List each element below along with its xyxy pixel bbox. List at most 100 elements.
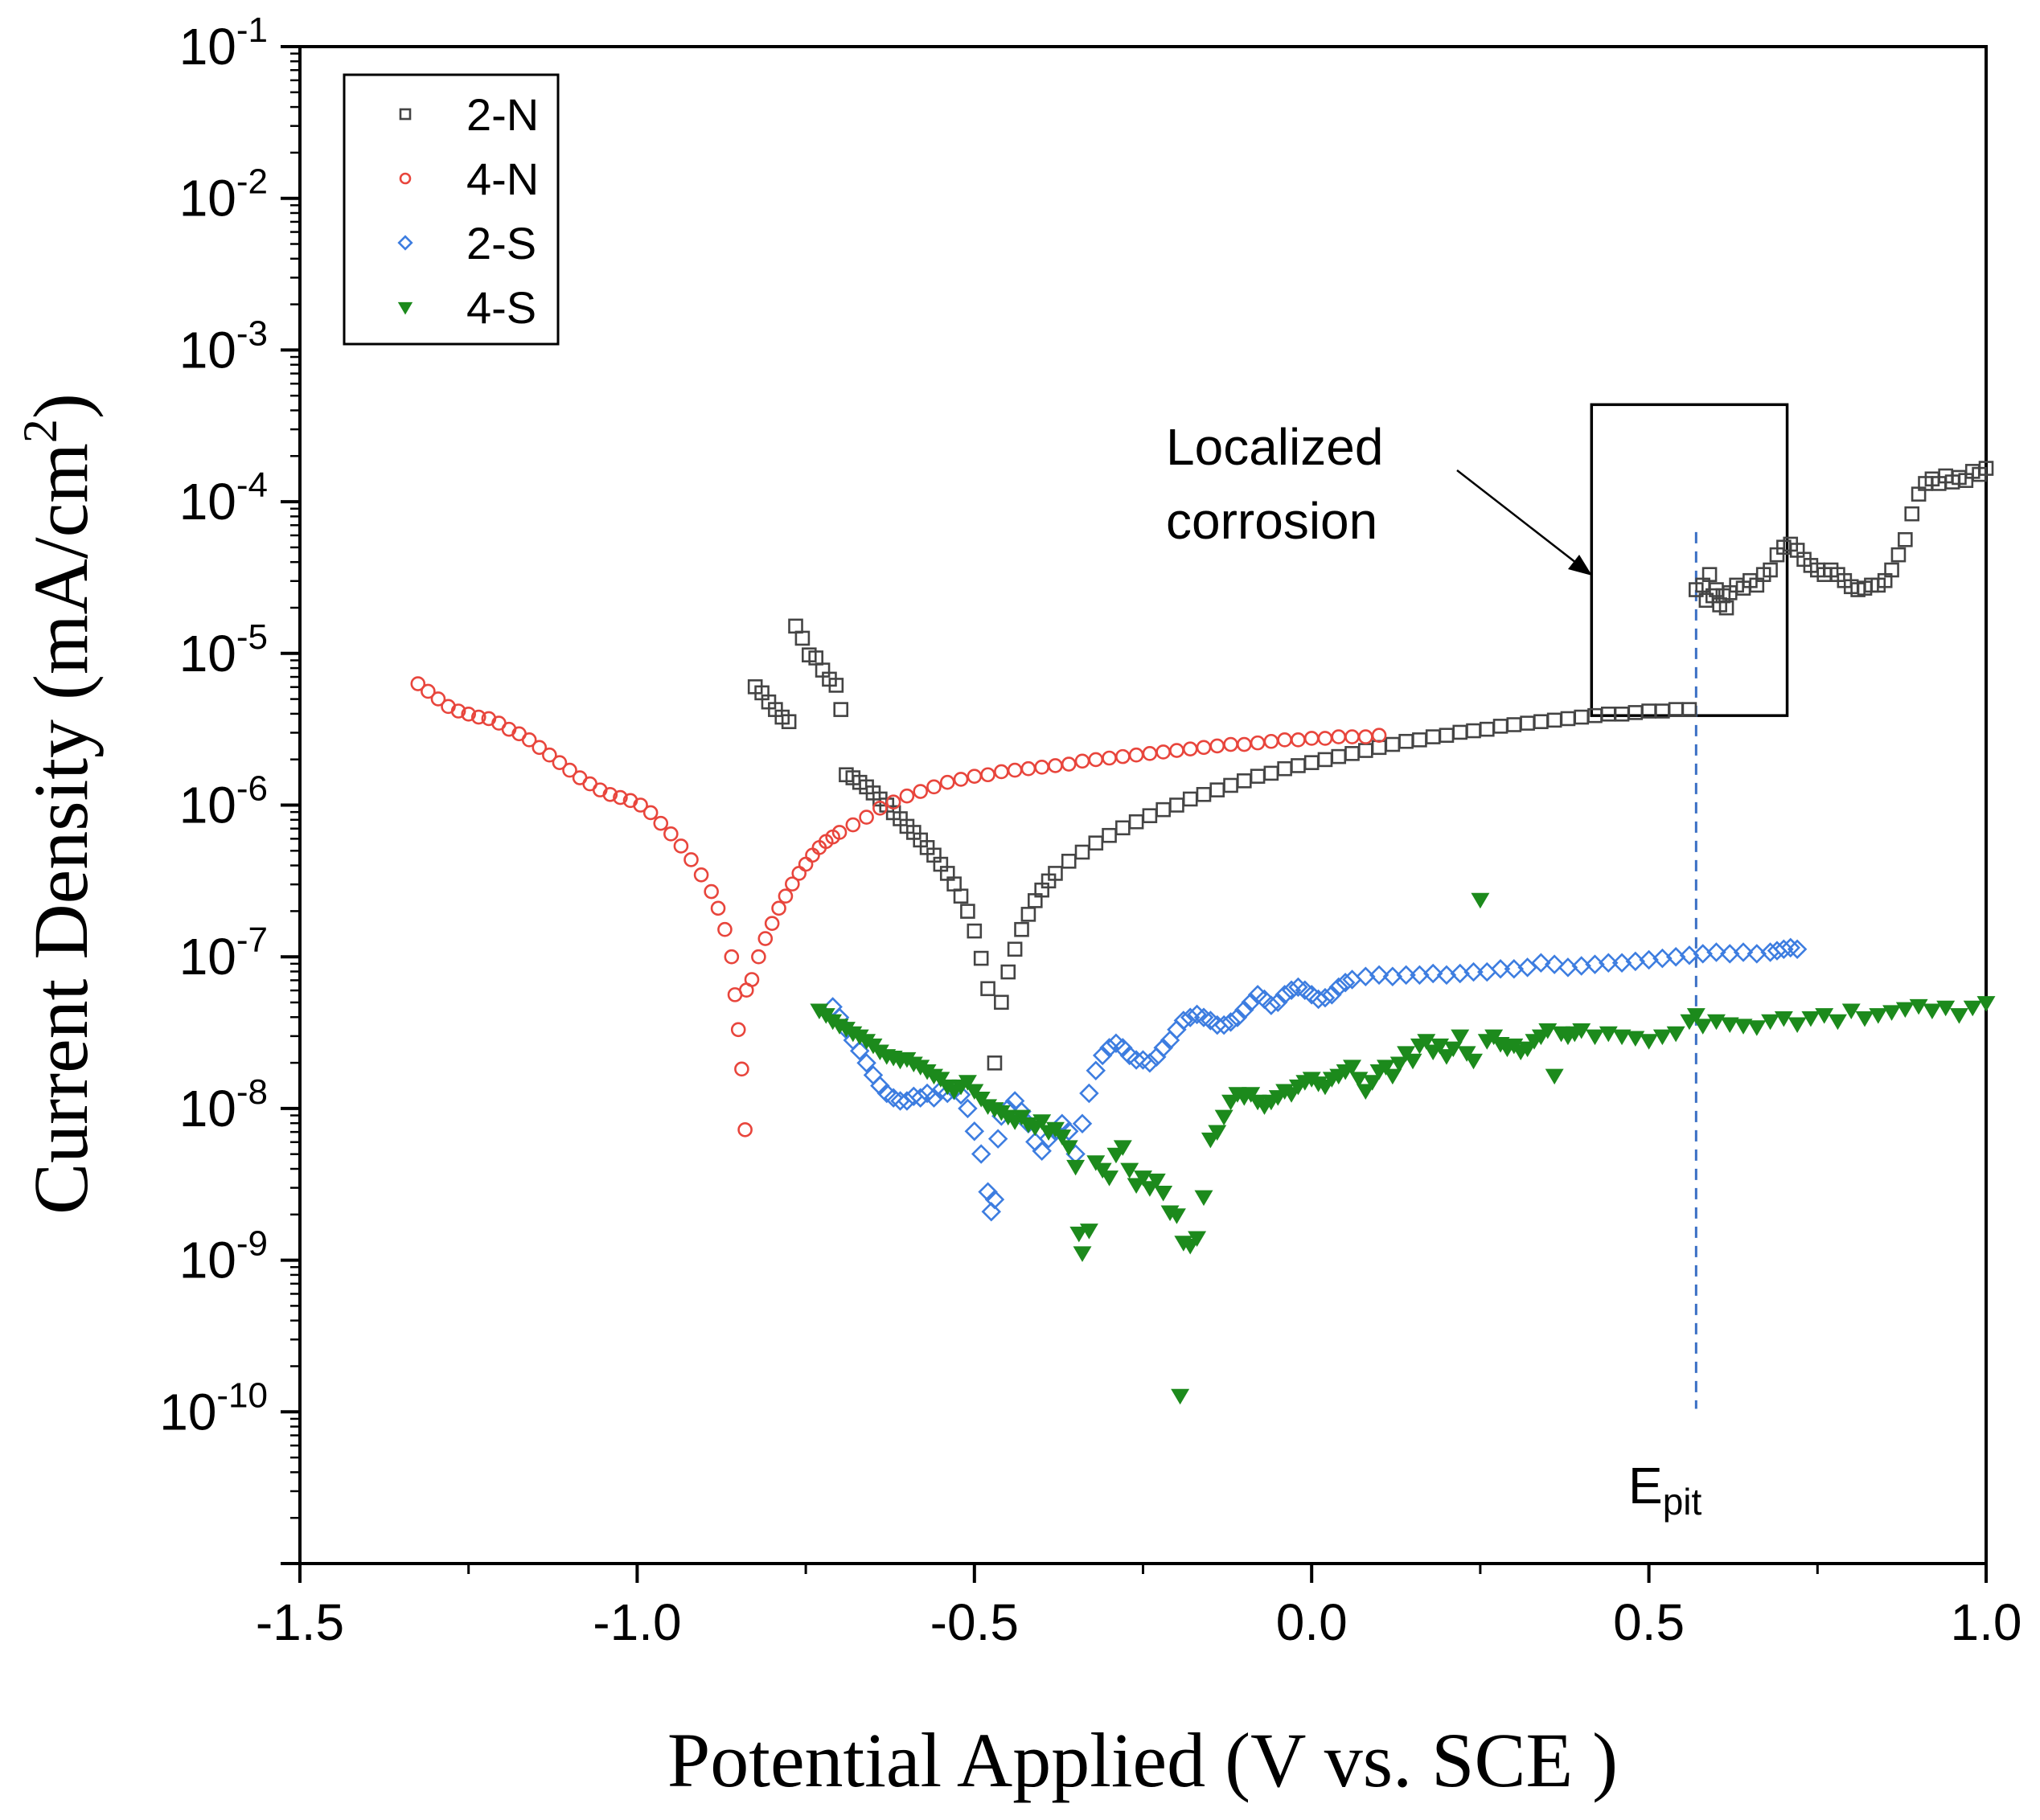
data-point-4-S — [1053, 1129, 1072, 1146]
data-point-4-N — [542, 747, 557, 763]
data-point-4-N — [602, 786, 618, 802]
epit-label-sub: pit — [1663, 1481, 1702, 1523]
data-point-2-N — [1014, 921, 1029, 937]
x-tick-label: 1.0 — [1951, 1593, 2022, 1651]
data-point-2-S — [1599, 953, 1619, 973]
data-point-2-S — [1531, 953, 1551, 973]
legend-label-2-N: 2-N — [466, 89, 539, 140]
data-point-4-S — [1079, 1224, 1098, 1240]
data-point-4-N — [737, 1122, 753, 1138]
data-point-2-N — [973, 950, 989, 966]
localized-arrow-head — [1568, 555, 1592, 576]
data-point-4-S — [1180, 1238, 1200, 1255]
data-point-2-S — [1335, 973, 1356, 993]
data-point-4-S — [1437, 1049, 1456, 1065]
data-point-4-N — [461, 706, 477, 722]
data-point-2-N — [1763, 562, 1778, 578]
data-point-2-N — [994, 994, 1009, 1010]
data-point-4-S — [971, 1091, 991, 1108]
data-point-4-S — [1640, 1034, 1659, 1050]
data-point-2-S — [958, 1098, 978, 1119]
data-point-4-S — [1841, 1003, 1861, 1020]
data-point-4-S — [1909, 998, 1928, 1015]
data-point-4-S — [1963, 1000, 1982, 1017]
data-point-4-N — [831, 825, 848, 840]
data-point-4-S — [1188, 1231, 1207, 1248]
data-point-4-S — [1100, 1170, 1119, 1187]
data-point-4-N — [734, 1061, 749, 1077]
data-point-4-S — [1747, 1020, 1767, 1036]
data-point-2-S — [1422, 963, 1443, 984]
y-tick-base: 10 — [179, 473, 236, 531]
data-point-4-N — [778, 888, 794, 904]
data-point-4-S — [1066, 1159, 1086, 1176]
y-tick-label: 10-9 — [179, 1224, 268, 1289]
data-point-2-N — [1007, 941, 1023, 957]
data-point-2-N — [1884, 562, 1899, 578]
data-point-4-N — [764, 916, 780, 931]
y-tick-base: 10 — [179, 321, 236, 379]
legend-marker-4-N — [399, 172, 412, 185]
data-point-2-S — [1787, 939, 1808, 960]
data-point-2-N — [1102, 827, 1117, 843]
data-point-4-N — [1061, 756, 1077, 772]
x-tick-label: 0.0 — [1276, 1593, 1348, 1651]
data-point-2-N — [1088, 835, 1104, 851]
data-point-4-S — [1221, 1094, 1241, 1111]
data-point-4-S — [1106, 1147, 1126, 1164]
data-point-4-S — [1761, 1014, 1780, 1031]
data-point-4-N — [859, 810, 874, 825]
data-point-4-S — [1720, 1017, 1739, 1033]
data-point-2-N — [1074, 844, 1090, 860]
y-tick-base: 10 — [179, 170, 236, 228]
data-point-4-S — [1451, 1029, 1470, 1046]
data-point-4-S — [1201, 1132, 1220, 1149]
data-point-4-N — [926, 779, 942, 795]
data-point-2-S — [1139, 1053, 1160, 1073]
data-point-2-S — [1153, 1038, 1173, 1058]
data-point-4-N — [562, 762, 577, 778]
data-point-4-S — [1134, 1170, 1152, 1187]
data-point-4-S — [1086, 1155, 1106, 1171]
series-2-N — [747, 461, 1994, 1071]
data-point-2-S — [1234, 1000, 1254, 1020]
y-tick-base: 10 — [179, 777, 236, 834]
y-tick-exponent: -1 — [236, 10, 268, 50]
data-point-4-N — [730, 1022, 746, 1038]
data-point-4-S — [1471, 892, 1490, 909]
y-tick-label: 10-7 — [179, 920, 268, 986]
data-point-2-S — [1173, 1010, 1194, 1031]
data-point-4-S — [931, 1072, 950, 1088]
series-2-S — [823, 937, 1808, 1222]
data-point-4-S — [1572, 1023, 1591, 1039]
x-tick-label: -1.0 — [593, 1593, 681, 1651]
data-point-2-S — [1058, 1121, 1079, 1142]
data-point-4-N — [845, 817, 861, 833]
data-point-4-N — [872, 800, 888, 816]
y-tick-exponent: -8 — [236, 1072, 268, 1112]
data-point-4-S — [1774, 1010, 1793, 1027]
legend-label-4-N: 4-N — [466, 154, 539, 204]
y-tick-label: 10-2 — [179, 162, 268, 228]
data-point-4-S — [1316, 1079, 1335, 1096]
y-tick-label: 10-5 — [179, 617, 268, 682]
y-tick-base: 10 — [179, 928, 236, 986]
data-point-2-S — [1126, 1050, 1147, 1070]
data-point-2-S — [1396, 965, 1416, 986]
data-point-2-S — [1733, 942, 1754, 962]
data-point-4-S — [1855, 1010, 1874, 1027]
data-point-2-N — [781, 714, 797, 730]
legend-label-2-S: 2-S — [466, 218, 536, 268]
data-point-4-S — [1882, 1005, 1902, 1021]
y-tick-exponent: -2 — [236, 162, 268, 202]
y-tick-exponent: -3 — [236, 314, 268, 353]
y-tick-label: 10-8 — [179, 1072, 268, 1138]
data-point-2-S — [1213, 1015, 1234, 1035]
data-point-4-S — [1073, 1246, 1092, 1262]
data-point-4-S — [1599, 1026, 1618, 1043]
data-point-4-S — [1127, 1178, 1146, 1195]
data-point-4-S — [1113, 1140, 1132, 1156]
data-point-2-S — [1281, 980, 1302, 1000]
data-point-4-S — [1282, 1087, 1301, 1103]
data-point-2-S — [1780, 937, 1800, 958]
